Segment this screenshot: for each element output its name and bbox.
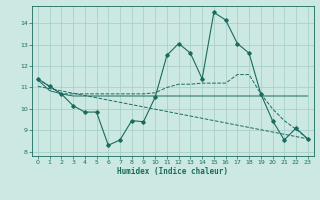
- X-axis label: Humidex (Indice chaleur): Humidex (Indice chaleur): [117, 167, 228, 176]
